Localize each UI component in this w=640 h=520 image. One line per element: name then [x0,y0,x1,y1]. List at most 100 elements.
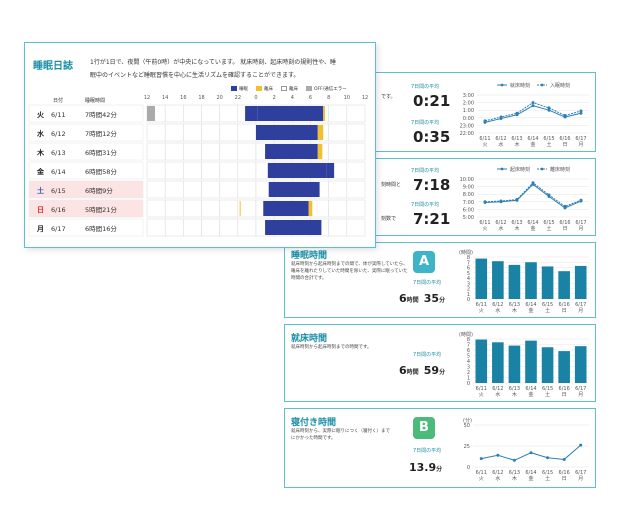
diary-hour-cell [328,180,348,199]
sleep-block [256,125,318,140]
x-tick-date: 6/13 [511,220,522,226]
x-tick-dow: 金 [530,225,535,232]
data-point [546,456,550,460]
diary-hour-cell [346,104,366,123]
y-tick-label: 5 [467,354,470,360]
data-point [562,457,566,461]
hour-tick-label: 10 [344,95,350,101]
diary-hour-cell [346,123,366,142]
x-tick-date: 6/11 [476,470,487,476]
bar [508,345,521,383]
wake-line-chart: 10:00 9:008:00 7:006:00 5:00 6/11火 6/12水 6/13木… [460,166,589,232]
y-tick-label: 8:00 [463,192,474,198]
latency-desc-line1: 就床時刻から、実際に眠りにつく（寝付く）まで [291,429,390,434]
diary-hour-cell [237,180,257,199]
diary-hour-cell [146,218,166,237]
x-tick-date: 6/12 [495,136,506,142]
sleep-block [265,220,322,235]
y-tick-label: 1:00 [463,108,474,114]
legend-offbed: 離床 [256,86,273,92]
x-tick-dow: 金 [528,475,533,482]
x-tick-dow: 木 [512,307,517,314]
diary-row-duration: 5時間21分 [85,205,117,214]
x-tick-date: 6/17 [575,386,586,392]
diary-hour-cell [328,142,348,161]
data-point [496,453,500,457]
diary-desc-line2: 眠中のイベントなど睡眠習慣を中心に生活リズムを確認することができます。 [90,72,300,79]
diary-hour-cell [183,180,202,199]
offbed-block [323,106,326,121]
diary-hour-cell [219,218,239,237]
x-tick-dow: 木 [514,141,519,148]
diary-hour-cell [237,142,257,161]
x-tick-dow: 水 [498,141,503,148]
x-tick-date: 6/14 [525,386,536,392]
wake-avg-label-2: 7日間の平均 [411,202,440,208]
data-point [579,109,583,113]
wake-value-1: 7:18 [413,176,451,194]
x-tick-date: 6/17 [575,302,586,308]
x-tick-date: 6/14 [525,302,536,308]
x-tick-date: 6/16 [559,470,570,476]
diary-row-date: 6/16 [51,206,66,214]
latency-title: 寝付き時間 [291,418,337,428]
x-tick-dow: 日 [562,226,567,232]
diary-hour-cell [310,199,329,218]
data-point [512,458,516,462]
bar [492,342,504,383]
diary-row-duration: 7時間42分 [85,110,117,119]
x-tick-date: 6/13 [511,136,522,142]
x-tick-date: 6/11 [479,136,490,142]
y-tick-label: 23:00 [460,123,474,129]
diary-hour-cell [183,218,202,237]
y-tick-label: 0 [467,297,470,303]
legend-label: 起床時刻 [510,166,530,173]
sleep-block [263,201,309,216]
x-tick-date: 6/13 [509,470,520,476]
diary-hour-cell [237,161,257,180]
diary-hour-cell [328,123,348,142]
x-tick-dow: 月 [578,308,583,314]
diary-hour-cell [164,199,184,218]
x-tick-dow: 土 [545,475,550,482]
diary-row-dow: 土 [37,186,44,195]
sleep-block [245,106,258,121]
x-tick-date: 6/15 [543,136,554,142]
y-tick-label: 0 [467,381,470,387]
diary-row-bg [28,218,144,237]
diary-hour-cell [346,161,366,180]
sleep-block [265,144,318,159]
y-tick-label: 10:00 [460,177,474,183]
legend-sleep: 睡眠 [231,86,248,92]
x-tick-dow: 木 [512,391,517,398]
diary-row-date: 6/13 [51,149,66,157]
diary-row-bg [28,123,144,142]
diary-hour-cell [146,199,166,218]
y-tick-label: 5 [467,271,470,277]
diary-hour-cell [219,104,239,123]
y-tick-label: 25 [464,444,470,450]
bar [558,351,570,383]
bar [574,346,587,383]
diary-hour-cell [164,161,184,180]
y-tick-label: 8 [467,337,470,343]
diary-hour-cell [164,142,184,161]
x-tick-dow: 土 [546,225,551,232]
y-tick-label: 22:00 [460,131,474,137]
diary-hour-cell [164,104,184,123]
sleep-time-minutes-unit: 分 [439,297,446,304]
x-tick-date: 6/17 [575,220,586,226]
bed-time-avg-value: 6時間 59分 [399,359,445,378]
diary-row-dow: 金 [36,167,45,176]
latency-card: 寝付き時間 就床時刻から、実際に眠りにつく（寝付く）まで にかかった時間です。 … [284,408,596,488]
data-point [483,119,487,123]
x-tick-dow: 日 [562,476,567,482]
sleep-diary-card: 睡眠日誌 1行が1日で、夜間（午前0時）が中央になっています。 就床時刻、起床時… [24,42,376,248]
x-tick-dow: 木 [512,475,517,482]
offbed-block [317,144,323,159]
sleep-time-grade-badge: A [413,251,435,273]
bedtime-card: です。 7日間の平均 0:21 7日間の平均 0:35 3:00 2:00 1:00… [360,72,596,152]
bedtime-value-2: 0:35 [413,128,451,146]
